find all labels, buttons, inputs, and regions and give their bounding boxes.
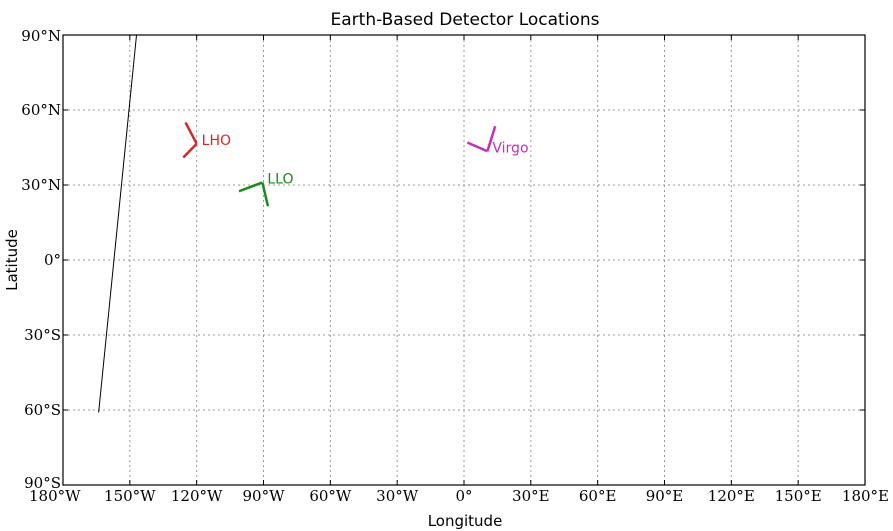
detector-arm [182, 142, 198, 159]
x-tick-label: 120°E [708, 487, 755, 505]
grid-lines [62, 34, 866, 486]
x-tick-label: 90°W [242, 487, 285, 505]
x-tick-label: 90°E [646, 487, 684, 505]
x-tick-label: 180°E [842, 487, 889, 505]
detector-label: LHO [202, 133, 231, 149]
x-tick-label: 150°W [104, 487, 156, 505]
x-tick-label: 0° [455, 487, 472, 505]
plot-frame [62, 34, 866, 486]
detector-arm [184, 121, 198, 145]
detector-arm [466, 141, 488, 153]
y-tick-label: 60°N [21, 101, 61, 119]
detector-arm [261, 182, 270, 207]
x-axis-label: Longitude [428, 512, 503, 530]
x-tick-label: 60°E [579, 487, 617, 505]
x-tick-label: 120°W [171, 487, 223, 505]
great-circle-line [98, 34, 138, 413]
detector-llo: LLO [238, 172, 294, 207]
detector-lho: LHO [182, 121, 231, 159]
y-tick-label: 60°S [24, 401, 61, 419]
y-tick-label: 90°N [21, 27, 61, 45]
detector-label: Virgo [492, 140, 528, 156]
y-tick-label: 0° [44, 251, 61, 269]
detector-markers: LHO LLO Virgo [182, 121, 529, 207]
y-tick-label: 30°S [24, 326, 61, 344]
x-tick-label: 180°W [29, 487, 81, 505]
detector-label: LLO [267, 172, 293, 188]
detector-arm [486, 125, 497, 152]
x-tick-label: 30°W [376, 487, 419, 505]
x-tick-label: 60°W [309, 487, 352, 505]
x-tick-label: 30°E [512, 487, 550, 505]
y-tick-label: 30°N [21, 176, 61, 194]
y-tick-label: 90°S [24, 474, 61, 492]
detector-virgo: Virgo [466, 125, 529, 156]
y-axis-label: Latitude [3, 229, 21, 291]
x-tick-labels: 180°W 150°W 120°W 90°W 60°W 30°W 0° 30°E 60°E 90°… [29, 487, 889, 505]
chart-title: Earth-Based Detector Locations [331, 10, 600, 30]
detector-arm [238, 181, 263, 193]
x-tick-label: 150°E [775, 487, 822, 505]
y-tick-labels: 90°N 60°N 30°N 0° 30°S 60°S 90°S [21, 27, 61, 492]
plot-line-layer [98, 34, 138, 413]
